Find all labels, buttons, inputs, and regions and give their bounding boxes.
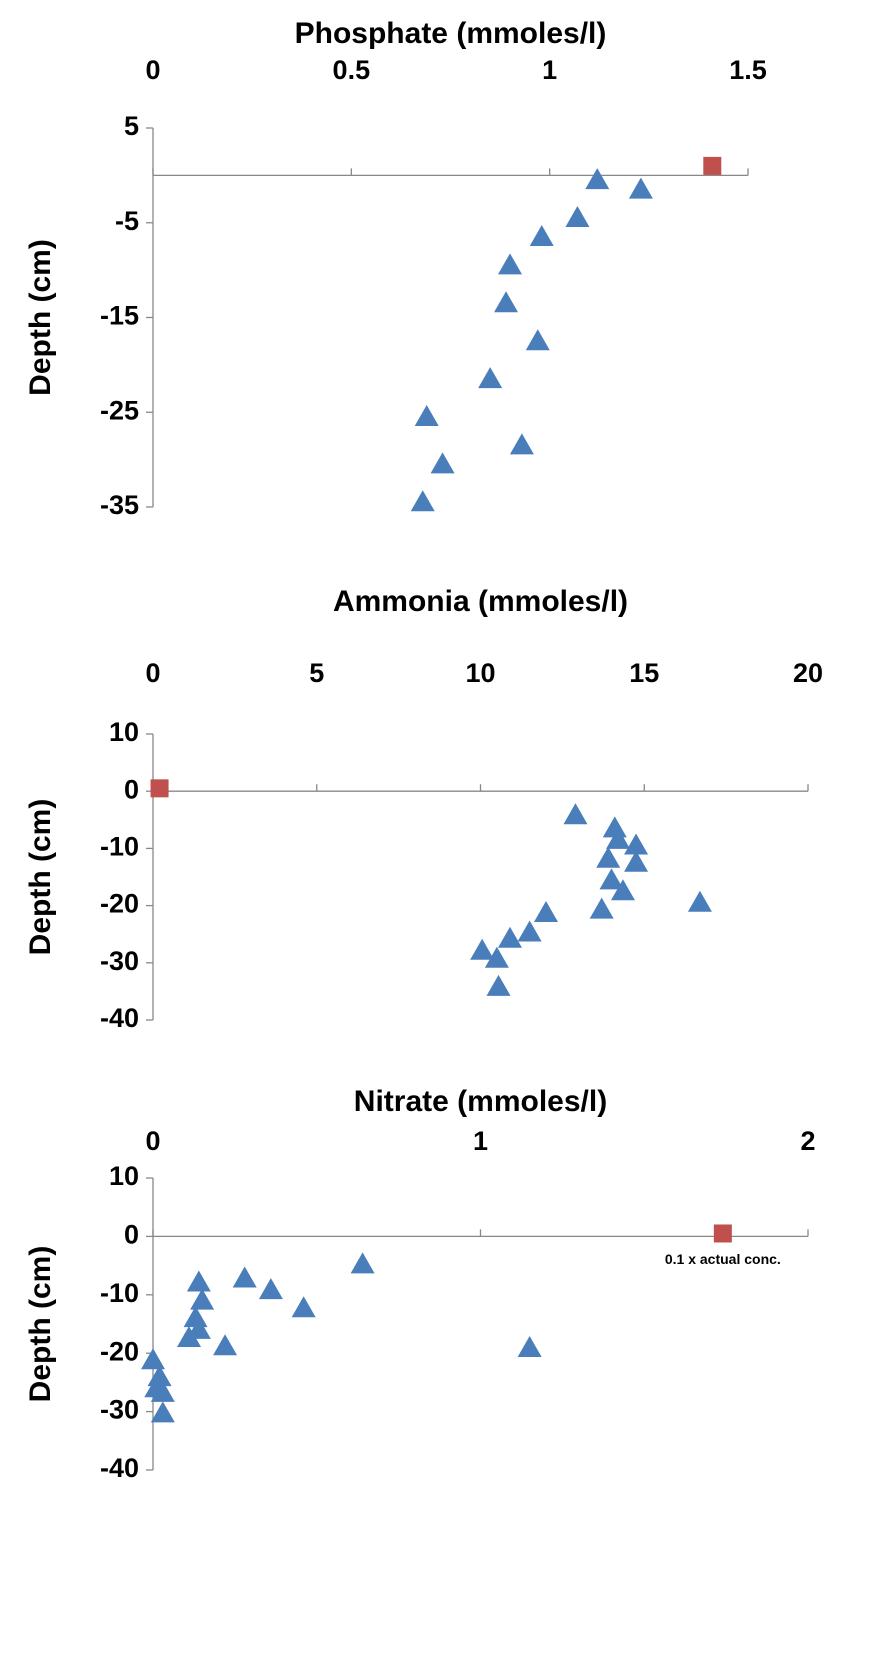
- triangle-marker: [141, 1348, 165, 1370]
- triangle-marker: [563, 803, 588, 825]
- x-tick-label: 0: [145, 1126, 160, 1156]
- triangle-marker: [183, 1306, 208, 1328]
- triangle-marker: [606, 827, 631, 849]
- triangle-marker: [186, 1270, 211, 1292]
- triangle-marker: [585, 168, 610, 190]
- y-tick-label: -40: [100, 1003, 139, 1033]
- x-tick-label: 1: [542, 55, 557, 85]
- y-tick-label: -5: [115, 206, 139, 236]
- triangle-marker: [589, 897, 614, 919]
- square-marker: [703, 156, 722, 175]
- triangle-marker: [517, 1335, 542, 1357]
- y-axis-title: Depth (cm): [24, 799, 57, 956]
- annotation: 0.1 x actual conc.: [664, 1251, 781, 1268]
- y-tick-label: -35: [100, 490, 139, 520]
- triangle-marker: [177, 1326, 202, 1348]
- y-tick-label: -20: [100, 1336, 139, 1366]
- triangle-marker: [610, 879, 635, 901]
- triangle-marker: [478, 367, 503, 389]
- triangle-marker: [565, 206, 590, 228]
- triangle-marker: [484, 946, 509, 968]
- triangle-marker: [213, 1334, 238, 1356]
- y-tick-label: 0: [124, 774, 139, 804]
- y-tick-label: -30: [100, 1395, 139, 1425]
- x-tick-label: 0.5: [333, 55, 371, 85]
- triangle-marker: [534, 901, 558, 923]
- triangle-marker: [291, 1296, 316, 1318]
- annotation-box: 0.1 x actual conc.: [664, 1251, 781, 1268]
- triangle-marker: [258, 1278, 283, 1300]
- triangle-marker: [498, 253, 522, 275]
- y-tick-label: 10: [109, 1161, 139, 1191]
- triangle-marker: [599, 868, 624, 890]
- y-tick-label: 5: [124, 111, 139, 141]
- triangle-marker: [525, 329, 550, 351]
- triangle-marker: [414, 404, 439, 426]
- x-tick-label: 0: [145, 658, 160, 688]
- y-tick-label: -20: [100, 889, 139, 919]
- x-axis-title: Ammonia (mmoles/l): [333, 585, 628, 618]
- triangle-marker: [150, 1401, 175, 1423]
- x-axis-title: Phosphate (mmoles/l): [295, 17, 607, 50]
- y-tick-label: -15: [100, 301, 139, 331]
- triangle-marker: [232, 1266, 257, 1288]
- triangle-marker: [596, 846, 621, 868]
- x-axis-title: Nitrate (mmoles/l): [354, 1085, 607, 1118]
- triangle-marker: [150, 1380, 175, 1402]
- triangle-marker: [430, 452, 455, 474]
- triangle-marker: [529, 224, 554, 246]
- y-axis-title: Depth (cm): [24, 239, 57, 396]
- triangle-marker: [628, 177, 653, 199]
- y-tick-label: -10: [100, 832, 139, 862]
- y-tick-label: -10: [100, 1278, 139, 1308]
- triangle-marker: [517, 920, 542, 942]
- y-tick-label: -30: [100, 946, 139, 976]
- triangle-marker: [470, 938, 495, 960]
- triangle-marker: [494, 291, 519, 313]
- triangle-marker: [509, 433, 534, 455]
- y-axis-title: Depth (cm): [24, 1246, 57, 1403]
- triangle-marker: [497, 926, 522, 948]
- x-tick-label: 10: [465, 658, 495, 688]
- triangle-marker: [602, 816, 627, 838]
- square-marker: [713, 1224, 732, 1243]
- y-tick-label: 0: [124, 1220, 139, 1250]
- y-tick-label: -40: [100, 1453, 139, 1483]
- square-marker: [150, 779, 169, 798]
- x-tick-label: 15: [629, 658, 659, 688]
- y-tick-label: -25: [100, 395, 139, 425]
- triangle-marker: [486, 974, 511, 996]
- triangle-marker: [147, 1365, 172, 1387]
- x-tick-label: 1: [473, 1126, 488, 1156]
- triangle-marker: [190, 1288, 215, 1310]
- triangle-marker: [350, 1252, 375, 1274]
- y-tick-label: 10: [109, 717, 139, 747]
- x-tick-label: 20: [793, 658, 823, 688]
- triangle-marker: [624, 850, 649, 872]
- triangle-marker: [410, 490, 435, 512]
- x-tick-label: 2: [800, 1126, 815, 1156]
- x-tick-label: 5: [309, 658, 324, 688]
- x-tick-label: 0: [145, 55, 160, 85]
- triangle-marker: [687, 890, 712, 912]
- triangle-marker: [624, 833, 649, 855]
- x-tick-label: 1.5: [729, 55, 767, 85]
